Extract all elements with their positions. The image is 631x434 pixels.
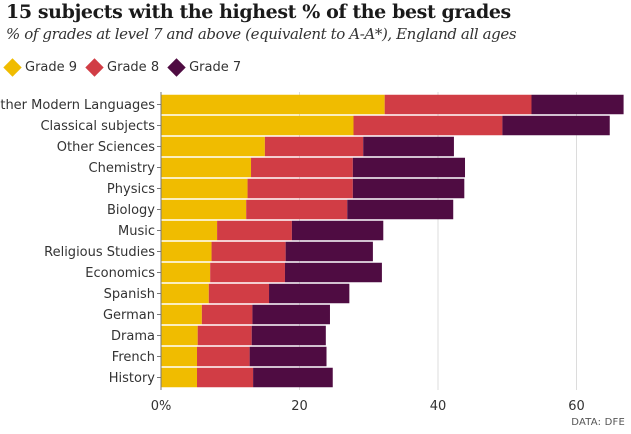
bar-history-grade-9	[161, 367, 198, 388]
bar-history-grade-7	[253, 367, 333, 388]
bar-physics-grade-7	[352, 178, 465, 199]
bar-drama-grade-7	[251, 325, 326, 346]
category-label-classical-subjects: Classical subjects	[40, 119, 155, 134]
category-label-drama: Drama	[111, 329, 155, 344]
legend-item-grade-9: Grade 9	[3, 57, 78, 77]
bar-other-sciences-grade-9	[161, 136, 265, 157]
bar-religious-studies-grade-7	[285, 241, 373, 262]
bar-biology-grade-9	[161, 199, 247, 220]
bar-spanish-grade-9	[161, 283, 209, 304]
category-label-german: German	[103, 308, 155, 323]
bar-economics-grade-7	[284, 262, 382, 283]
legend-item-grade-8: Grade 8	[85, 57, 160, 77]
data-source: DATA: DFE	[571, 417, 625, 428]
category-label-biology: Biology	[107, 203, 155, 218]
bar-chemistry-grade-9	[161, 157, 252, 178]
chart-title: 15 subjects with the highest % of the be…	[6, 1, 511, 23]
bar-spanish-grade-7	[269, 283, 350, 304]
x-tick-label-60: 60	[568, 399, 585, 414]
bar-chemistry-grade-7	[352, 157, 466, 178]
legend-item-grade-7: Grade 7	[167, 57, 242, 77]
bar-other-modern-languages-grade-7	[531, 94, 624, 115]
legend-label-grade-7: Grade 7	[189, 59, 242, 75]
category-label-religious-studies: Religious Studies	[44, 245, 155, 260]
bar-drama-grade-9	[161, 325, 198, 346]
category-label-other-sciences: Other Sciences	[57, 140, 155, 155]
category-label-music: Music	[118, 224, 155, 239]
bar-history-grade-8	[197, 367, 254, 388]
bar-other-modern-languages-grade-8	[384, 94, 532, 115]
category-label-spanish: Spanish	[104, 287, 155, 302]
legend-label-grade-8: Grade 8	[107, 59, 160, 75]
bar-economics-grade-9	[161, 262, 211, 283]
bar-other-sciences-grade-8	[264, 136, 364, 157]
category-label-physics: Physics	[107, 182, 155, 197]
category-label-other-modern-languages: Other Modern Languages	[0, 98, 155, 113]
bar-french-grade-8	[197, 346, 250, 367]
x-tick-label-20: 20	[291, 399, 308, 414]
chart-subtitle: % of grades at level 7 and above (equiva…	[6, 25, 517, 43]
bar-french-grade-9	[161, 346, 198, 367]
bar-classical-subjects-grade-8	[353, 115, 503, 136]
bar-german-grade-7	[252, 304, 330, 325]
bar-chemistry-grade-8	[251, 157, 353, 178]
bar-classical-subjects-grade-7	[502, 115, 610, 136]
x-tick-label-40: 40	[430, 399, 447, 414]
category-label-history: History	[109, 371, 156, 386]
bar-music-grade-7	[291, 220, 384, 241]
bar-physics-grade-8	[247, 178, 353, 199]
bar-biology-grade-7	[347, 199, 454, 220]
category-label-chemistry: Chemistry	[89, 161, 156, 176]
x-tick-label-0: 0%	[151, 399, 172, 414]
bar-physics-grade-9	[161, 178, 248, 199]
chart-legend: Grade 9 Grade 8 Grade 7	[3, 57, 242, 77]
bar-french-grade-7	[249, 346, 327, 367]
bar-religious-studies-grade-9	[161, 241, 212, 262]
bar-other-sciences-grade-7	[363, 136, 454, 157]
bar-classical-subjects-grade-9	[161, 115, 354, 136]
bar-biology-grade-8	[246, 199, 348, 220]
bar-drama-grade-8	[197, 325, 252, 346]
bar-german-grade-8	[201, 304, 253, 325]
bar-religious-studies-grade-8	[211, 241, 286, 262]
bar-economics-grade-8	[210, 262, 285, 283]
category-label-economics: Economics	[85, 266, 155, 281]
category-label-french: French	[112, 350, 155, 365]
bar-music-grade-8	[217, 220, 292, 241]
bar-other-modern-languages-grade-9	[161, 94, 385, 115]
legend-label-grade-9: Grade 9	[25, 59, 78, 75]
bar-spanish-grade-8	[208, 283, 270, 304]
bar-german-grade-9	[161, 304, 202, 325]
bar-music-grade-9	[161, 220, 218, 241]
